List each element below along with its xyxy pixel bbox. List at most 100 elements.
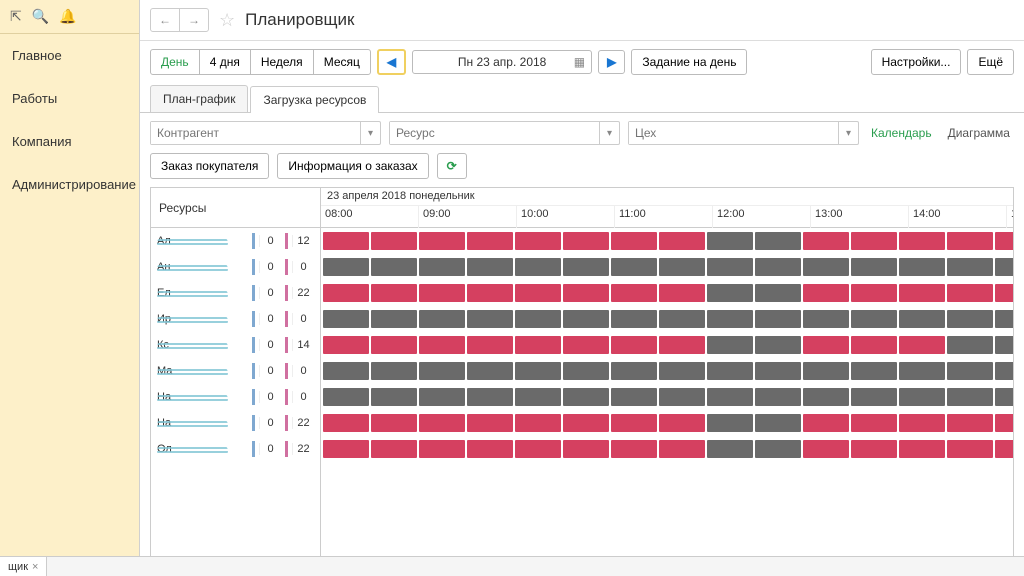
more-button[interactable]: Ещё <box>967 49 1014 75</box>
timeline-cell[interactable] <box>515 310 561 328</box>
view-diagram-link[interactable]: Диаграмма <box>944 126 1014 140</box>
timeline-cell[interactable] <box>899 284 945 302</box>
timeline-cell[interactable] <box>851 258 897 276</box>
timeline-cell[interactable] <box>515 362 561 380</box>
timeline-cell[interactable] <box>947 362 993 380</box>
timeline-cell[interactable] <box>563 440 609 458</box>
sidebar-item[interactable]: Работы <box>0 77 139 120</box>
timeline-cell[interactable] <box>611 362 657 380</box>
timeline-cell[interactable] <box>467 362 513 380</box>
timeline-cell[interactable] <box>947 284 993 302</box>
timeline-cell[interactable] <box>899 232 945 250</box>
timeline-cell[interactable] <box>659 414 705 432</box>
timeline-cell[interactable] <box>803 258 849 276</box>
resource-row[interactable]: Кс014 <box>151 332 320 358</box>
timeline-cell[interactable] <box>563 258 609 276</box>
timeline-cell[interactable] <box>899 440 945 458</box>
bottom-tab[interactable]: щик × <box>0 557 47 576</box>
timeline-cell[interactable] <box>947 310 993 328</box>
timeline-cell[interactable] <box>707 362 753 380</box>
timeline-cell[interactable] <box>371 336 417 354</box>
timeline-cell[interactable] <box>803 362 849 380</box>
timeline-cell[interactable] <box>755 310 801 328</box>
timeline-cell[interactable] <box>899 362 945 380</box>
timeline-cell[interactable] <box>707 440 753 458</box>
calendar-icon[interactable]: ▦ <box>574 55 585 69</box>
timeline-cell[interactable] <box>419 258 465 276</box>
timeline-cell[interactable] <box>419 388 465 406</box>
timeline-cell[interactable] <box>755 284 801 302</box>
resource-row[interactable]: На022 <box>151 410 320 436</box>
timeline-cell[interactable] <box>371 388 417 406</box>
timeline-cell[interactable] <box>419 440 465 458</box>
timeline-cell[interactable] <box>611 284 657 302</box>
nav-back-icon[interactable]: ← <box>151 9 180 31</box>
timeline-cell[interactable] <box>515 258 561 276</box>
timeline-cell[interactable] <box>851 232 897 250</box>
filter-contragent[interactable]: ▾ <box>150 121 381 145</box>
timeline-cell[interactable] <box>371 414 417 432</box>
timeline-cell[interactable] <box>707 388 753 406</box>
timeline-cell[interactable] <box>419 284 465 302</box>
tab[interactable]: Загрузка ресурсов <box>250 86 379 113</box>
timeline-cell[interactable] <box>371 284 417 302</box>
timeline-cell[interactable] <box>515 440 561 458</box>
resource-row[interactable]: Ел022 <box>151 280 320 306</box>
filter-resource-input[interactable] <box>390 122 599 144</box>
timeline-cell[interactable] <box>851 310 897 328</box>
timeline-cell[interactable] <box>755 258 801 276</box>
period-button[interactable]: Месяц <box>313 49 371 75</box>
timeline-cell[interactable] <box>755 388 801 406</box>
timeline-cell[interactable] <box>755 336 801 354</box>
tab[interactable]: План-график <box>150 85 248 112</box>
next-date-button[interactable]: ▶ <box>598 50 625 74</box>
timeline-cell[interactable] <box>851 362 897 380</box>
timeline-cell[interactable] <box>995 362 1013 380</box>
timeline-cell[interactable] <box>899 388 945 406</box>
timeline-cell[interactable] <box>803 284 849 302</box>
task-button[interactable]: Задание на день <box>631 49 747 75</box>
timeline-cell[interactable] <box>803 440 849 458</box>
timeline-cell[interactable] <box>755 440 801 458</box>
filter-resource[interactable]: ▾ <box>389 121 620 145</box>
timeline-cell[interactable] <box>755 232 801 250</box>
timeline-cell[interactable] <box>323 284 369 302</box>
timeline-cell[interactable] <box>419 310 465 328</box>
timeline-cell[interactable] <box>659 232 705 250</box>
timeline-cell[interactable] <box>371 362 417 380</box>
timeline-cell[interactable] <box>323 232 369 250</box>
timeline-cell[interactable] <box>563 284 609 302</box>
timeline-cell[interactable] <box>467 388 513 406</box>
timeline-cell[interactable] <box>467 440 513 458</box>
timeline-cell[interactable] <box>659 388 705 406</box>
timeline-cell[interactable] <box>467 284 513 302</box>
resource-row[interactable]: Ма00 <box>151 358 320 384</box>
timeline-cell[interactable] <box>563 336 609 354</box>
timeline-cell[interactable] <box>563 388 609 406</box>
timeline-cell[interactable] <box>707 284 753 302</box>
resource-row[interactable]: Ан00 <box>151 254 320 280</box>
period-button[interactable]: 4 дня <box>199 49 251 75</box>
timeline-cell[interactable] <box>947 388 993 406</box>
prev-date-button[interactable]: ◀ <box>377 49 406 75</box>
nav-forward-icon[interactable]: → <box>180 9 208 31</box>
timeline-cell[interactable] <box>851 414 897 432</box>
timeline-cell[interactable] <box>419 336 465 354</box>
star-icon[interactable]: ☆ <box>219 10 235 31</box>
bell-icon[interactable]: 🔔 <box>59 8 76 25</box>
timeline-cell[interactable] <box>995 310 1013 328</box>
timeline-cell[interactable] <box>515 414 561 432</box>
timeline-cell[interactable] <box>707 414 753 432</box>
settings-button[interactable]: Настройки... <box>871 49 962 75</box>
timeline-cell[interactable] <box>899 310 945 328</box>
dropdown-icon[interactable]: ▾ <box>599 122 619 144</box>
timeline-cell[interactable] <box>371 232 417 250</box>
timeline-cell[interactable] <box>323 414 369 432</box>
timeline-cell[interactable] <box>515 388 561 406</box>
timeline-cell[interactable] <box>323 388 369 406</box>
customer-order-button[interactable]: Заказ покупателя <box>150 153 269 179</box>
timeline-cell[interactable] <box>323 258 369 276</box>
timeline[interactable]: 23 апреля 2018 понедельник 08:0009:0010:… <box>321 188 1013 565</box>
timeline-cell[interactable] <box>323 362 369 380</box>
timeline-cell[interactable] <box>467 232 513 250</box>
